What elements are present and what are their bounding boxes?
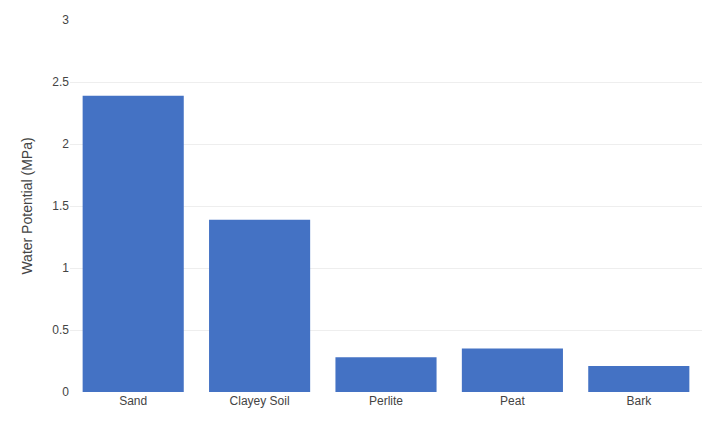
svg-text:1.5: 1.5: [52, 199, 69, 213]
svg-text:Bark: Bark: [626, 394, 652, 408]
svg-text:3: 3: [62, 13, 69, 27]
svg-text:Peat: Peat: [500, 394, 525, 408]
svg-text:2.5: 2.5: [52, 75, 69, 89]
svg-text:2: 2: [62, 137, 69, 151]
svg-text:0: 0: [62, 385, 69, 399]
svg-text:Clayey Soil: Clayey Soil: [230, 394, 290, 408]
svg-text:1: 1: [62, 261, 69, 275]
svg-text:Water Potential (MPa): Water Potential (MPa): [19, 137, 35, 274]
svg-text:Perlite: Perlite: [369, 394, 403, 408]
svg-text:0.5: 0.5: [52, 323, 69, 337]
svg-text:Sand: Sand: [119, 394, 147, 408]
